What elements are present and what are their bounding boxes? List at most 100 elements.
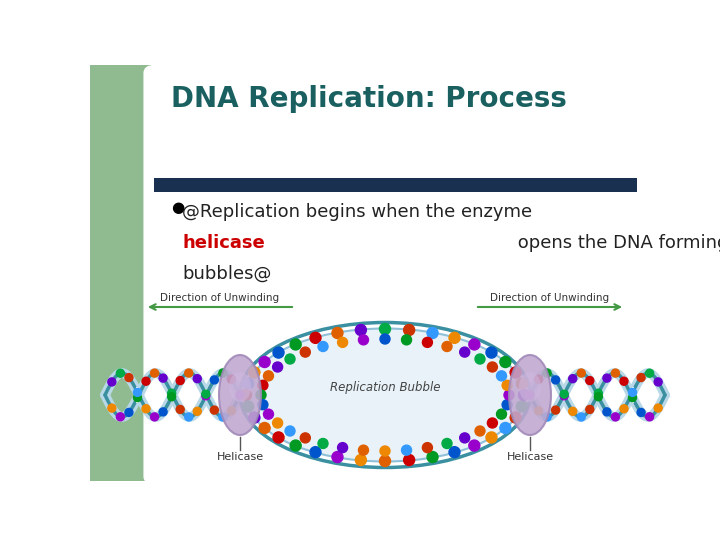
Circle shape bbox=[338, 338, 348, 347]
Circle shape bbox=[500, 356, 511, 368]
Circle shape bbox=[423, 443, 433, 453]
Text: Direction of Unwinding: Direction of Unwinding bbox=[490, 293, 610, 303]
Circle shape bbox=[249, 367, 260, 378]
Circle shape bbox=[402, 445, 412, 455]
Circle shape bbox=[637, 408, 645, 416]
Circle shape bbox=[219, 369, 227, 377]
Circle shape bbox=[159, 374, 167, 382]
Circle shape bbox=[338, 443, 348, 453]
Circle shape bbox=[577, 369, 585, 377]
Circle shape bbox=[290, 339, 301, 350]
Circle shape bbox=[577, 413, 585, 421]
Circle shape bbox=[534, 375, 543, 383]
Circle shape bbox=[273, 347, 284, 358]
Circle shape bbox=[560, 392, 568, 400]
Circle shape bbox=[193, 407, 202, 415]
Circle shape bbox=[356, 325, 366, 335]
Circle shape bbox=[318, 438, 328, 449]
Circle shape bbox=[176, 406, 184, 414]
Circle shape bbox=[442, 341, 452, 352]
Circle shape bbox=[249, 412, 260, 423]
Circle shape bbox=[459, 347, 469, 357]
Circle shape bbox=[202, 392, 210, 400]
Circle shape bbox=[133, 394, 141, 402]
Circle shape bbox=[300, 433, 310, 443]
Circle shape bbox=[228, 407, 235, 415]
Bar bbox=[90, 65, 235, 156]
Circle shape bbox=[449, 447, 460, 458]
Circle shape bbox=[133, 388, 141, 396]
Circle shape bbox=[142, 377, 150, 385]
Text: ●: ● bbox=[171, 200, 184, 215]
Text: DNA Replication: Process: DNA Replication: Process bbox=[171, 85, 567, 113]
Circle shape bbox=[202, 390, 210, 398]
Circle shape bbox=[569, 407, 577, 415]
Circle shape bbox=[552, 406, 559, 414]
Circle shape bbox=[475, 354, 485, 364]
Circle shape bbox=[423, 338, 433, 347]
Circle shape bbox=[273, 362, 283, 372]
Circle shape bbox=[273, 418, 283, 428]
Ellipse shape bbox=[519, 372, 541, 402]
Text: Helicase: Helicase bbox=[506, 452, 554, 462]
Circle shape bbox=[427, 451, 438, 463]
Circle shape bbox=[240, 389, 251, 401]
Circle shape bbox=[332, 327, 343, 339]
Circle shape bbox=[264, 409, 274, 419]
Bar bbox=[90, 65, 154, 481]
Circle shape bbox=[629, 394, 636, 402]
Circle shape bbox=[150, 413, 158, 421]
Circle shape bbox=[404, 325, 415, 335]
Circle shape bbox=[125, 374, 133, 382]
Circle shape bbox=[502, 380, 512, 390]
Circle shape bbox=[125, 408, 133, 416]
Circle shape bbox=[168, 393, 176, 401]
Circle shape bbox=[193, 375, 202, 383]
Circle shape bbox=[516, 401, 527, 412]
Circle shape bbox=[497, 371, 507, 381]
Text: bubbles@: bubbles@ bbox=[182, 265, 271, 283]
Circle shape bbox=[510, 367, 521, 378]
Circle shape bbox=[620, 377, 628, 385]
Circle shape bbox=[150, 369, 158, 377]
Ellipse shape bbox=[509, 355, 551, 435]
Circle shape bbox=[380, 334, 390, 344]
Circle shape bbox=[210, 376, 218, 384]
Circle shape bbox=[603, 408, 611, 416]
Bar bbox=[154, 178, 637, 192]
Circle shape bbox=[637, 374, 645, 382]
Circle shape bbox=[502, 400, 512, 410]
Circle shape bbox=[442, 438, 452, 449]
Circle shape bbox=[259, 422, 270, 434]
Circle shape bbox=[117, 413, 125, 421]
Circle shape bbox=[259, 356, 270, 368]
Circle shape bbox=[300, 347, 310, 357]
Circle shape bbox=[629, 388, 636, 396]
Circle shape bbox=[594, 393, 603, 401]
Text: @Replication begins when the enzyme: @Replication begins when the enzyme bbox=[182, 203, 538, 221]
Circle shape bbox=[273, 432, 284, 443]
Circle shape bbox=[359, 335, 369, 345]
Circle shape bbox=[543, 413, 551, 421]
Circle shape bbox=[518, 389, 529, 401]
Circle shape bbox=[258, 400, 268, 410]
Circle shape bbox=[449, 332, 460, 343]
Circle shape bbox=[318, 341, 328, 352]
Text: Direction of Unwinding: Direction of Unwinding bbox=[161, 293, 279, 303]
Text: Replication Bubble: Replication Bubble bbox=[330, 381, 440, 394]
Circle shape bbox=[185, 369, 193, 377]
Circle shape bbox=[236, 391, 244, 399]
Circle shape bbox=[285, 354, 295, 364]
Circle shape bbox=[526, 391, 534, 399]
Circle shape bbox=[526, 391, 534, 399]
Circle shape bbox=[594, 389, 603, 397]
Circle shape bbox=[504, 390, 514, 400]
Circle shape bbox=[159, 408, 167, 416]
Circle shape bbox=[516, 378, 527, 389]
Circle shape bbox=[379, 456, 390, 467]
Circle shape bbox=[359, 445, 369, 455]
Ellipse shape bbox=[219, 355, 261, 435]
Circle shape bbox=[534, 407, 543, 415]
Circle shape bbox=[236, 391, 244, 399]
Circle shape bbox=[228, 375, 235, 383]
